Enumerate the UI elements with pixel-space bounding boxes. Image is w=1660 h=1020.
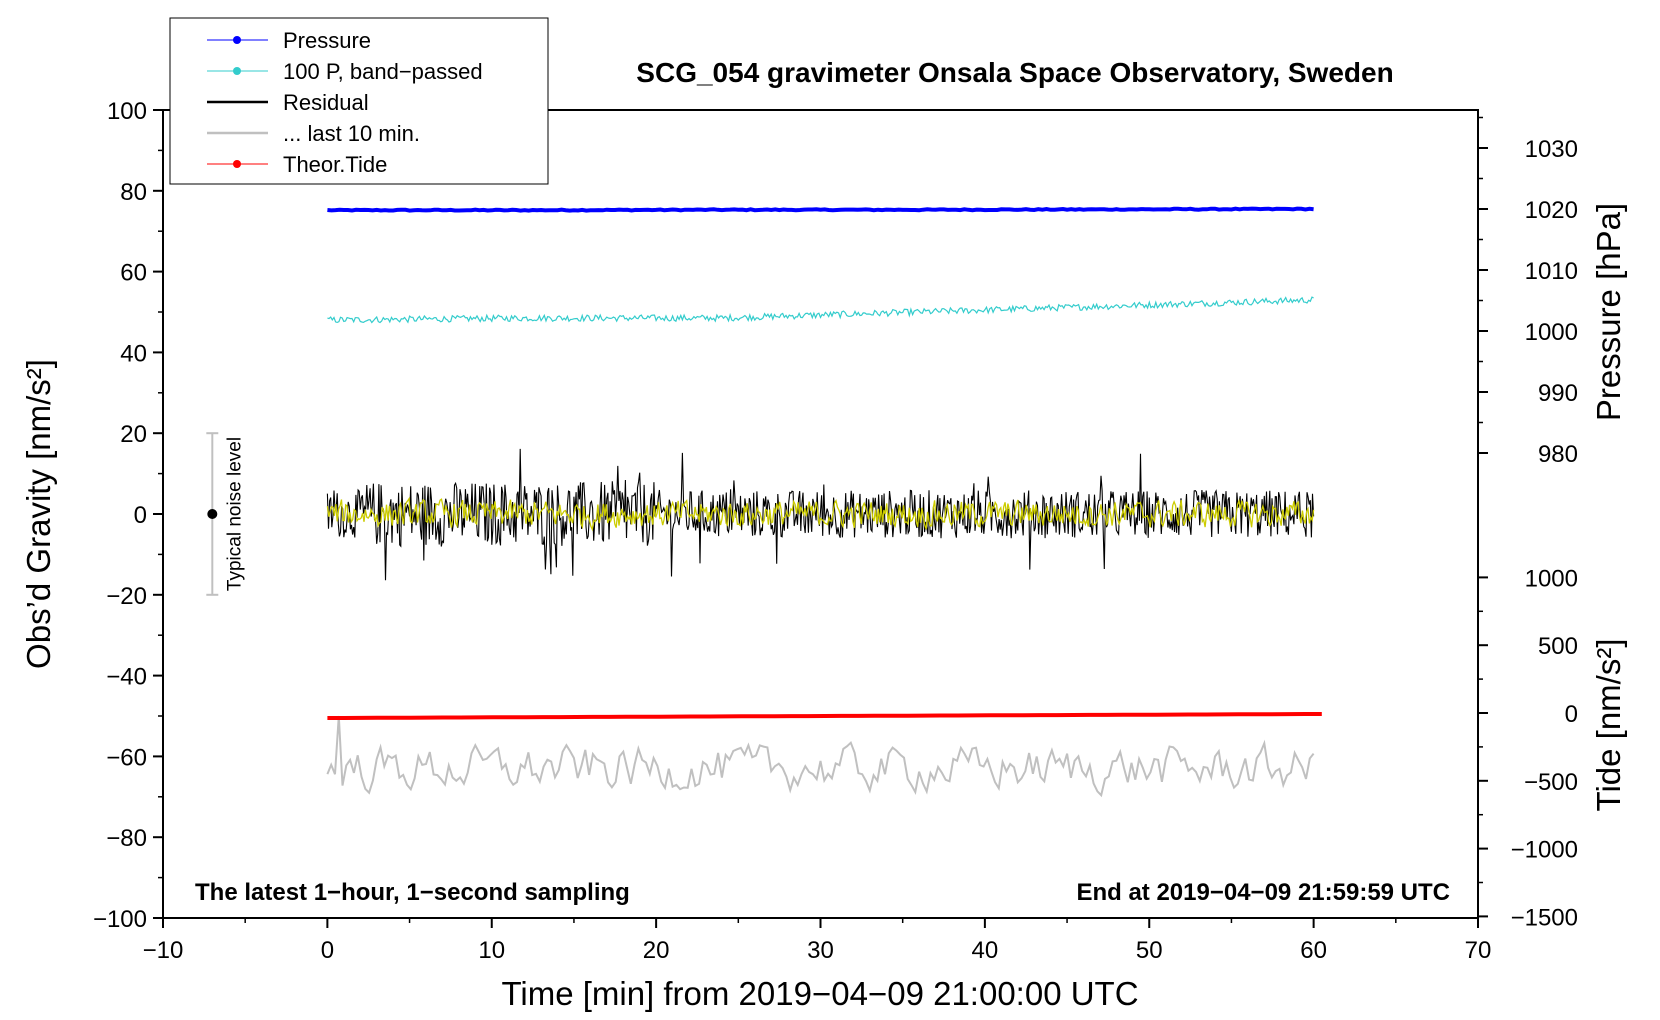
- left-tick-label-2: 60: [120, 260, 147, 287]
- legend-bandpassed-marker: [233, 67, 241, 75]
- theor-tide-series-line: [327, 712, 1322, 720]
- left-tick-label-6: −20: [106, 583, 147, 610]
- left-tick-label-8: −60: [106, 744, 147, 771]
- x-tick-label-0: −10: [143, 937, 184, 964]
- x-tick-label-2: 10: [478, 937, 505, 964]
- pressure-tick-label-3: 1000: [1525, 319, 1578, 346]
- left-tick-label-7: −40: [106, 664, 147, 691]
- residual-series-line: [326, 448, 1315, 581]
- pressure-axis-label: Pressure [hPa]: [1590, 203, 1627, 421]
- tide-tick-label-5: −1500: [1511, 904, 1578, 931]
- x-tick-label-7: 60: [1300, 937, 1327, 964]
- pressure-tick-label-4: 990: [1538, 380, 1578, 407]
- pressure-tick-label-5: 980: [1538, 441, 1578, 468]
- x-tick-label-5: 40: [972, 937, 999, 964]
- pressure-tick-label-2: 1010: [1525, 258, 1578, 285]
- left-tick-label-10: −100: [93, 906, 147, 933]
- x-tick-label-6: 50: [1136, 937, 1163, 964]
- x-axis-label: Time [min] from 2019−04−09 21:00:00 UTC: [501, 975, 1138, 1012]
- residual-smoothed-series-line: [326, 496, 1315, 532]
- legend-entry-residual: Residual: [207, 90, 369, 115]
- legend-entry-theor-tide: Theor.Tide: [207, 152, 387, 177]
- legend-entry-last-10-min: ... last 10 min.: [207, 121, 420, 146]
- legend-entry-pressure: Pressure: [207, 28, 371, 53]
- left-tick-label-4: 20: [120, 421, 147, 448]
- left-tick-label-9: −80: [106, 825, 147, 852]
- chart-title: SCG_054 gravimeter Onsala Space Observat…: [636, 57, 1393, 88]
- tide-tick-label-0: 1000: [1525, 565, 1578, 592]
- plot-series: [326, 206, 1322, 798]
- sampling-note: The latest 1−hour, 1−second sampling: [195, 879, 630, 906]
- tide-axis-label: Tide [nm/s²]: [1590, 639, 1627, 812]
- legend-last10-label: ... last 10 min.: [283, 121, 420, 146]
- noise-label: Typical noise level: [224, 437, 245, 591]
- left-tick-label-3: 40: [120, 340, 147, 367]
- last-10-min-series-line: [326, 715, 1315, 798]
- bandpassed-series-line: [327, 296, 1314, 324]
- left-tick-label-0: 100: [107, 98, 147, 125]
- tide-tick-label-4: −1000: [1511, 837, 1578, 864]
- x-tick-label-8: 70: [1465, 937, 1492, 964]
- noise-center-dot: [207, 509, 218, 519]
- legend: Pressure 100 P, band−passed Residual ...…: [169, 17, 549, 185]
- legend-tide-marker: [233, 160, 241, 168]
- pressure-tick-label-0: 1030: [1525, 136, 1578, 163]
- legend-entry-bandpassed: 100 P, band−passed: [207, 59, 483, 84]
- tide-tick-label-3: −500: [1524, 769, 1578, 796]
- noise-level-bar: Typical noise level: [206, 432, 245, 596]
- x-tick-label-3: 20: [643, 937, 670, 964]
- legend-tide-label: Theor.Tide: [283, 152, 387, 177]
- left-axis-label: Obs’d Gravity [nm/s²]: [20, 359, 57, 669]
- tide-tick-label-1: 500: [1538, 633, 1578, 660]
- axis-ticks: −10 0 10 20 30 40 50 60 70100806040200−20−40−60−…: [93, 98, 1578, 964]
- left-tick-label-1: 80: [120, 179, 147, 206]
- pressure-series-line: [327, 206, 1314, 213]
- x-tick-label-1: 0: [321, 937, 334, 964]
- left-tick-label-5: 0: [134, 502, 147, 529]
- tide-tick-label-2: 0: [1565, 701, 1578, 728]
- legend-residual-label: Residual: [283, 90, 369, 115]
- legend-pressure-label: Pressure: [283, 28, 371, 53]
- x-tick-label-4: 30: [807, 937, 834, 964]
- legend-bandpassed-label: 100 P, band−passed: [283, 59, 483, 84]
- pressure-tick-label-1: 1020: [1525, 197, 1578, 224]
- legend-pressure-marker: [233, 36, 241, 44]
- end-time-note: End at 2019−04−09 21:59:59 UTC: [1076, 879, 1450, 906]
